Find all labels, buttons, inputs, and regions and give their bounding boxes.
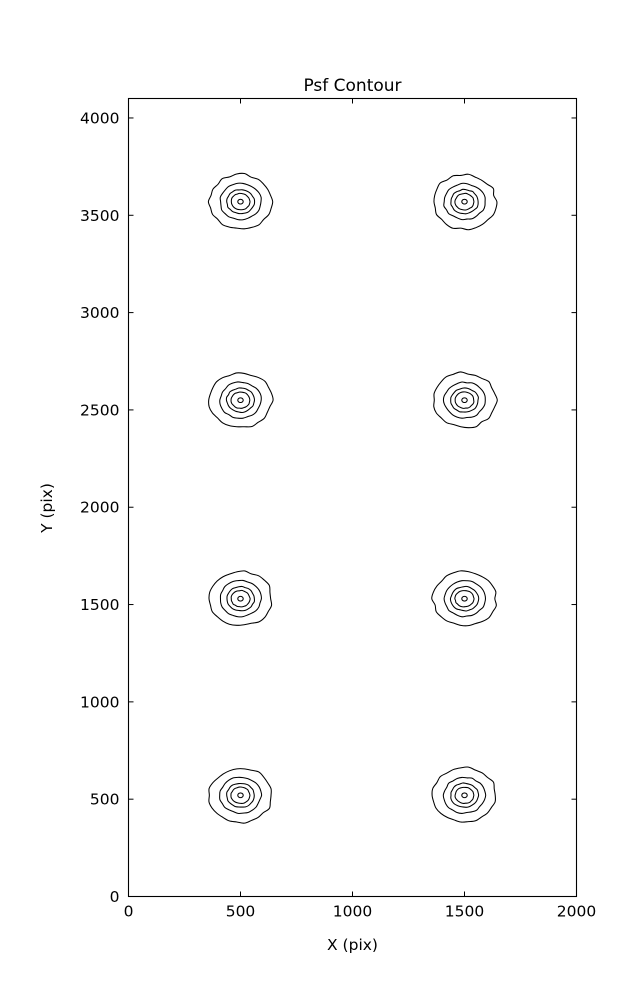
contour-level-2 xyxy=(450,188,479,215)
contour-level-4 xyxy=(237,595,244,602)
contour-level-4 xyxy=(461,397,468,404)
contour-level-0 xyxy=(431,570,497,627)
y-tick-label-1000: 1000 xyxy=(80,693,119,711)
contour-level-3 xyxy=(230,192,251,211)
x-tick-label-0: 0 xyxy=(124,903,134,921)
contour-level-0 xyxy=(207,172,274,230)
contour-level-1 xyxy=(442,776,487,814)
contour-level-4 xyxy=(237,198,244,205)
psf-blob-x1500-y2550 xyxy=(433,371,498,429)
x-tick-label-1000: 1000 xyxy=(333,903,372,921)
contour-level-0 xyxy=(433,173,498,231)
y-axis-label: Y (pix) xyxy=(38,483,56,534)
psf-blob-x500-y2550 xyxy=(208,372,274,428)
x-axis-tick-labels: 0 500 1000 1500 2000 xyxy=(124,903,597,921)
contour-level-1 xyxy=(219,182,262,221)
contour-level-1 xyxy=(219,381,262,419)
y-tick-label-4000: 4000 xyxy=(80,109,119,127)
contour-level-3 xyxy=(454,391,475,409)
contour-level-1 xyxy=(219,579,262,618)
contour-level-0 xyxy=(431,766,496,823)
psf-blob-x1500-y1530 xyxy=(431,570,497,627)
contour-level-1 xyxy=(219,776,263,815)
x-tick-label-500: 500 xyxy=(226,903,256,921)
contour-level-1 xyxy=(442,381,486,419)
y-axis-ticks xyxy=(128,117,577,897)
contour-level-2 xyxy=(226,782,255,808)
contour-level-4 xyxy=(461,792,468,799)
contour-level-1 xyxy=(443,182,486,221)
contour-level-4 xyxy=(237,792,244,799)
contour-level-0 xyxy=(208,372,274,428)
x-tick-label-1500: 1500 xyxy=(445,903,484,921)
x-axis-label: X (pix) xyxy=(327,936,378,954)
contour-level-2 xyxy=(226,189,256,215)
contour-level-0 xyxy=(208,768,272,824)
contour-level-4 xyxy=(461,198,468,205)
axes-frame xyxy=(127,97,578,898)
y-axis-tick-labels: 0 500 1000 1500 2000 2500 3000 3500 4000 xyxy=(80,109,119,906)
contour-series xyxy=(207,172,498,824)
chart-title: Psf Contour xyxy=(303,76,401,96)
y-tick-label-2000: 2000 xyxy=(80,499,119,517)
contour-level-4 xyxy=(237,397,244,404)
x-tick-label-2000: 2000 xyxy=(557,903,596,921)
y-tick-label-1500: 1500 xyxy=(80,596,119,614)
contour-level-2 xyxy=(225,387,255,414)
x-axis-ticks xyxy=(128,98,577,897)
contour-level-3 xyxy=(454,192,475,211)
contour-level-3 xyxy=(230,391,251,409)
contour-level-3 xyxy=(454,786,475,804)
contour-level-2 xyxy=(450,387,479,413)
psf-blob-x500-y520 xyxy=(208,768,272,824)
y-tick-label-3500: 3500 xyxy=(80,207,119,225)
y-tick-label-2500: 2500 xyxy=(80,401,119,419)
contour-level-2 xyxy=(450,782,480,808)
contour-level-4 xyxy=(461,595,468,602)
contour-level-3 xyxy=(230,786,251,804)
contour-level-3 xyxy=(454,590,475,608)
contour-level-2 xyxy=(226,585,255,612)
psf-blob-x1500-y520 xyxy=(431,766,496,823)
psf-blob-x500-y1530 xyxy=(208,570,273,626)
psf-blob-x1500-y3570 xyxy=(433,173,498,231)
contour-level-2 xyxy=(449,585,480,612)
contour-level-1 xyxy=(443,580,487,618)
y-tick-label-3000: 3000 xyxy=(80,304,119,322)
contour-level-0 xyxy=(433,371,498,429)
contour-level-0 xyxy=(208,570,273,626)
contour-level-3 xyxy=(230,589,251,608)
y-tick-label-0: 0 xyxy=(110,888,120,906)
psf-blob-x500-y3570 xyxy=(207,172,274,230)
y-tick-label-500: 500 xyxy=(90,791,120,809)
